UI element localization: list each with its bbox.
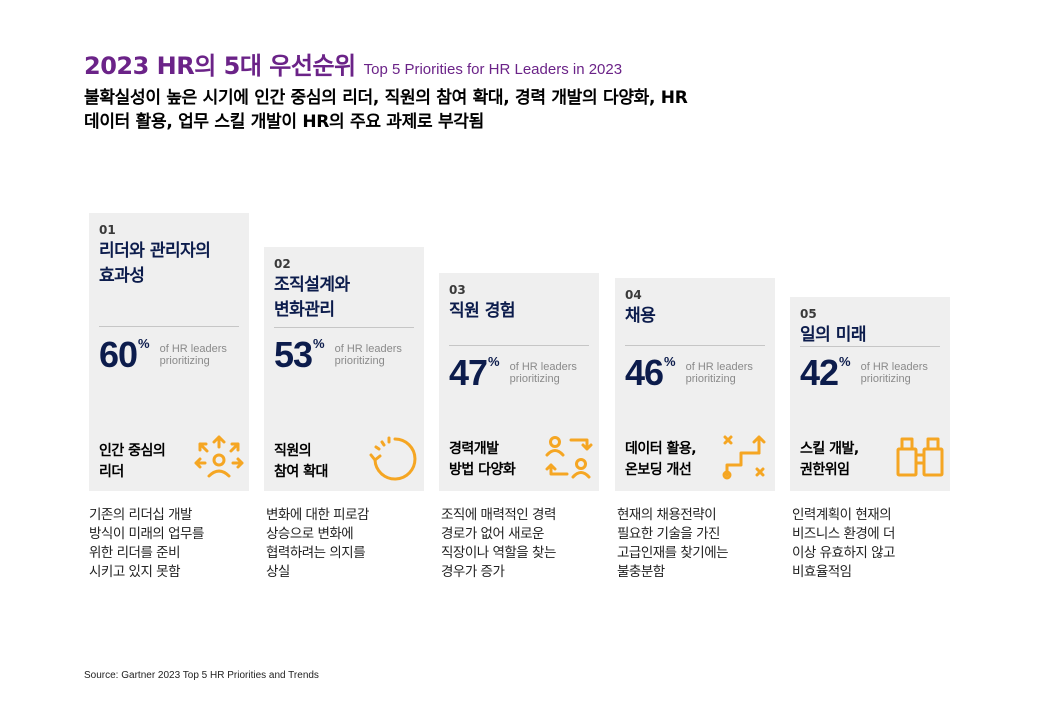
card-description-2: 변화에 대한 피로감 상승으로 변화에 협력하려는 의지를 상실 bbox=[266, 506, 426, 582]
percent-value: 42 bbox=[800, 352, 839, 393]
desc-line: 비효율적임 bbox=[792, 564, 852, 580]
divider bbox=[800, 346, 940, 347]
subtopic-line-2: 온보딩 개선 bbox=[625, 462, 692, 478]
desc-line: 시키고 있지 못함 bbox=[89, 564, 181, 580]
priority-card-4: 04 채용 46 % of HR leaders prioritizing 데이터… bbox=[615, 278, 775, 491]
card-title-line-1: 직원 경험 bbox=[449, 301, 515, 321]
desc-line: 조직에 매력적인 경력 bbox=[441, 507, 556, 523]
percent-label: of HR leaders prioritizing bbox=[860, 361, 928, 385]
title-korean: 2023 HR의 5대 우선순위 bbox=[84, 52, 356, 80]
percent-sign: % bbox=[488, 354, 500, 369]
priority-card-5: 05 일의 미래 42 % of HR leaders prioritizing … bbox=[790, 297, 950, 491]
desc-line: 이상 유효하지 않고 bbox=[792, 545, 895, 561]
page-title: 2023 HR의 5대 우선순위 Top 5 Priorities for HR… bbox=[84, 46, 622, 81]
subtopic-line-1: 데이터 활용, bbox=[625, 441, 697, 457]
card-number: 05 bbox=[800, 307, 817, 321]
percent-sign: % bbox=[664, 354, 676, 369]
card-title-line-1: 일의 미래 bbox=[800, 325, 866, 345]
desc-line: 현재의 채용전략이 bbox=[617, 507, 717, 523]
percent-block: 60 % of HR leaders prioritizing bbox=[99, 337, 227, 373]
card-title: 채용 bbox=[625, 304, 771, 329]
divider bbox=[449, 345, 589, 346]
card-title-line-2: 효과성 bbox=[99, 266, 145, 286]
card-number: 02 bbox=[274, 257, 291, 271]
desc-line: 기존의 리더십 개발 bbox=[89, 507, 192, 523]
card-title-line-2: 변화관리 bbox=[274, 300, 335, 320]
card-description-3: 조직에 매력적인 경력 경로가 없어 새로운 직장이나 역할을 찾는 경우가 증… bbox=[441, 506, 601, 582]
priority-card-2: 02 조직설계와 변화관리 53 % of HR leaders prioriti… bbox=[264, 247, 424, 491]
card-title-line-1: 리더와 관리자의 bbox=[99, 241, 211, 261]
subtopic-line-1: 직원의 bbox=[274, 443, 312, 459]
percent-label: of HR leaders prioritizing bbox=[159, 343, 227, 367]
subtitle-line-2: 데이터 활용, 업무 스킬 개발이 HR의 주요 과제로 부각됨 bbox=[84, 112, 484, 132]
card-title: 일의 미래 bbox=[800, 323, 946, 348]
subtopic-line-2: 리더 bbox=[99, 464, 124, 480]
percent-label: of HR leaders prioritizing bbox=[685, 361, 753, 385]
binoculars-icon bbox=[896, 437, 944, 477]
card-title: 직원 경험 bbox=[449, 299, 595, 324]
percent-sign: % bbox=[839, 354, 851, 369]
card-subtopic: 스킬 개발, 권한위임 bbox=[800, 439, 859, 481]
desc-line: 상실 bbox=[266, 564, 290, 580]
subtopic-line-2: 참여 확대 bbox=[274, 464, 328, 480]
circular-arrow-icon bbox=[369, 436, 417, 481]
divider bbox=[625, 345, 765, 346]
card-description-5: 인력계획이 현재의 비즈니스 환경에 더 이상 유효하지 않고 비효율적임 bbox=[792, 506, 952, 582]
desc-line: 협력하려는 의지를 bbox=[266, 545, 366, 561]
subtopic-line-1: 스킬 개발, bbox=[800, 441, 859, 457]
desc-line: 상승으로 변화에 bbox=[266, 526, 354, 542]
desc-line: 위한 리더를 준비 bbox=[89, 545, 181, 561]
card-subtopic: 직원의 참여 확대 bbox=[274, 441, 328, 483]
card-subtopic: 인간 중심의 리더 bbox=[99, 441, 166, 483]
priority-card-3: 03 직원 경험 47 % of HR leaders prioritizing … bbox=[439, 273, 599, 491]
desc-line: 불충분함 bbox=[617, 564, 665, 580]
card-description-1: 기존의 리더십 개발 방식이 미래의 업무를 위한 리더를 준비 시키고 있지 … bbox=[89, 506, 249, 582]
card-number: 03 bbox=[449, 283, 466, 297]
subtopic-line-1: 경력개발 bbox=[449, 441, 499, 457]
path-strategy-icon bbox=[722, 435, 766, 480]
subtopic-line-1: 인간 중심의 bbox=[99, 443, 166, 459]
percent-block: 47 % of HR leaders prioritizing bbox=[449, 355, 577, 391]
percent-sign: % bbox=[313, 336, 325, 351]
card-subtopic: 데이터 활용, 온보딩 개선 bbox=[625, 439, 697, 481]
percent-sign: % bbox=[138, 336, 150, 351]
priority-card-1: 01 리더와 관리자의 효과성 60 % of HR leaders priori… bbox=[89, 213, 249, 491]
subtopic-line-2: 권한위임 bbox=[800, 462, 850, 478]
subtopic-line-2: 방법 다양화 bbox=[449, 462, 516, 478]
percent-block: 53 % of HR leaders prioritizing bbox=[274, 337, 402, 373]
percent-block: 46 % of HR leaders prioritizing bbox=[625, 355, 753, 391]
people-exchange-icon bbox=[545, 436, 593, 479]
subtitle-line-1: 불확실성이 높은 시기에 인간 중심의 리더, 직원의 참여 확대, 경력 개발… bbox=[84, 88, 688, 108]
card-title-line-1: 조직설계와 bbox=[274, 275, 350, 295]
card-description-4: 현재의 채용전략이 필요한 기술을 가진 고급인재를 찾기에는 불충분함 bbox=[617, 506, 777, 582]
desc-line: 인력계획이 현재의 bbox=[792, 507, 892, 523]
desc-line: 경로가 없어 새로운 bbox=[441, 526, 544, 542]
desc-line: 필요한 기술을 가진 bbox=[617, 526, 720, 542]
percent-label: of HR leaders prioritizing bbox=[509, 361, 577, 385]
card-title: 조직설계와 변화관리 bbox=[274, 273, 420, 323]
card-title: 리더와 관리자의 효과성 bbox=[99, 239, 245, 289]
desc-line: 고급인재를 찾기에는 bbox=[617, 545, 729, 561]
divider bbox=[274, 327, 414, 328]
card-subtopic: 경력개발 방법 다양화 bbox=[449, 439, 516, 481]
desc-line: 비즈니스 환경에 더 bbox=[792, 526, 895, 542]
desc-line: 방식이 미래의 업무를 bbox=[89, 526, 204, 542]
source-note: Source: Gartner 2023 Top 5 HR Priorities… bbox=[84, 670, 319, 681]
percent-block: 42 % of HR leaders prioritizing bbox=[800, 355, 928, 391]
percent-value: 46 bbox=[625, 352, 664, 393]
page-subtitle: 불확실성이 높은 시기에 인간 중심의 리더, 직원의 참여 확대, 경력 개발… bbox=[84, 86, 964, 134]
card-number: 04 bbox=[625, 288, 642, 302]
card-title-line-1: 채용 bbox=[625, 306, 656, 326]
divider bbox=[99, 326, 239, 327]
desc-line: 변화에 대한 피로감 bbox=[266, 507, 369, 523]
people-arrows-icon bbox=[194, 435, 244, 478]
title-english: Top 5 Priorities for HR Leaders in 2023 bbox=[363, 61, 623, 78]
percent-value: 60 bbox=[99, 334, 138, 375]
desc-line: 경우가 증가 bbox=[441, 564, 505, 580]
card-number: 01 bbox=[99, 223, 116, 237]
percent-label: of HR leaders prioritizing bbox=[334, 343, 402, 367]
percent-value: 47 bbox=[449, 352, 488, 393]
desc-line: 직장이나 역할을 찾는 bbox=[441, 545, 556, 561]
percent-value: 53 bbox=[274, 334, 313, 375]
